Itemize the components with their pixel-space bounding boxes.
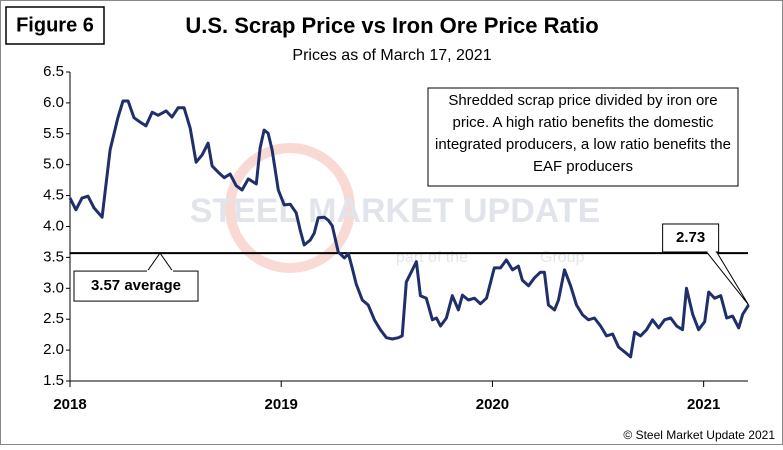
y-tick-label: 3.0 bbox=[43, 279, 64, 296]
note-box bbox=[427, 87, 739, 187]
y-tick-label: 2.5 bbox=[43, 310, 64, 327]
figure-label-box bbox=[5, 6, 105, 45]
x-tick-label: 2021 bbox=[687, 396, 720, 413]
y-tick-label: 4.0 bbox=[43, 217, 64, 234]
last-label-box bbox=[662, 223, 720, 253]
data-line bbox=[68, 99, 750, 359]
chart-title: U.S. Scrap Price vs Iron Ore Price Ratio bbox=[185, 13, 598, 38]
copyright: © Steel Market Update 2021 bbox=[623, 428, 775, 442]
watermark-sub: part of the bbox=[396, 249, 468, 266]
watermark-logo bbox=[225, 143, 355, 273]
y-tick-label: 6.0 bbox=[43, 94, 64, 111]
y-tick-label: 3.5 bbox=[43, 248, 64, 265]
x-tick-label: 2020 bbox=[476, 396, 509, 413]
average-label: 3.57 average bbox=[91, 277, 181, 294]
watermark-text: STEEL MARKET UPDATE bbox=[190, 192, 601, 230]
note-wrap: Shredded scrap price divided by iron ore… bbox=[434, 92, 731, 175]
x-tick-label: 2019 bbox=[265, 396, 298, 413]
y-tick-label: 4.5 bbox=[43, 187, 64, 204]
y-tick-label: 6.5 bbox=[43, 63, 64, 80]
y-tick-label: 1.5 bbox=[43, 372, 64, 389]
watermark-group: Group bbox=[540, 249, 585, 266]
figure-label: Figure 6 bbox=[16, 14, 94, 36]
y-tick-label: 2.0 bbox=[43, 341, 64, 358]
x-tick-label: 2018 bbox=[53, 396, 86, 413]
y-tick-label: 5.0 bbox=[43, 156, 64, 173]
last-label: 2.73 bbox=[676, 229, 705, 246]
chart-subtitle: Prices as of March 17, 2021 bbox=[292, 47, 491, 64]
y-tick-label: 5.5 bbox=[43, 125, 64, 142]
average-label-box bbox=[73, 270, 199, 302]
note: Shredded scrap price divided by iron ore… bbox=[434, 92, 731, 175]
